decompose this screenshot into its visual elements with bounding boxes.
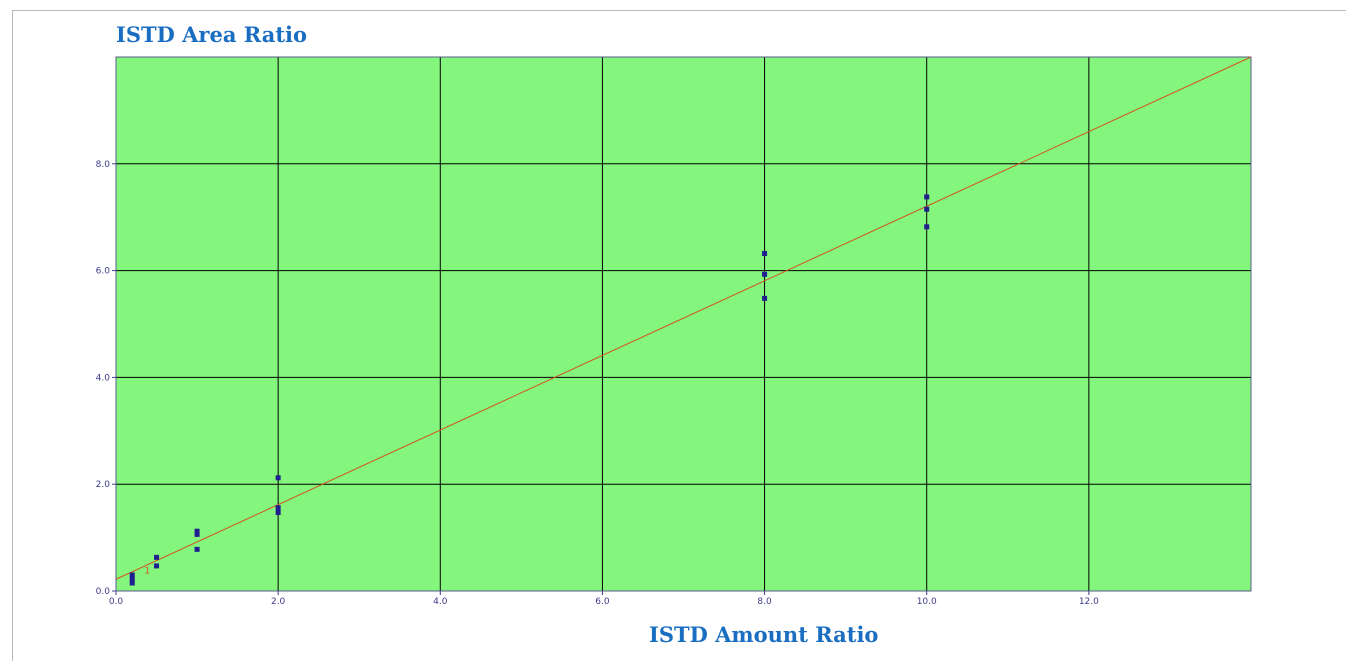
data-point <box>762 251 768 257</box>
y-axis-ticks: 0.0 2.0 4.0 6.0 8.0 <box>96 160 116 597</box>
x-axis-ticks: 0.0 2.0 4.0 6.0 8.0 10.0 12.0 <box>109 591 1099 607</box>
data-point <box>154 563 160 569</box>
data-point <box>924 224 930 230</box>
y-tick-label: 2.0 <box>96 480 111 490</box>
annotations: 1 <box>144 566 150 576</box>
data-point <box>194 528 200 534</box>
data-point <box>762 295 768 301</box>
x-tick-label: 12.0 <box>1079 597 1099 607</box>
data-point <box>924 206 930 212</box>
fit-line-group <box>115 56 1252 580</box>
fit-line <box>115 56 1252 580</box>
plot-area <box>116 57 1251 591</box>
data-point <box>924 194 930 200</box>
gridlines <box>115 56 1252 592</box>
x-tick-label: 4.0 <box>433 597 448 607</box>
y-axis-title: ISTD Area Ratio <box>116 22 307 47</box>
chart-frame <box>12 10 1346 661</box>
data-point <box>154 554 160 560</box>
data-point <box>194 531 200 537</box>
data-point <box>762 271 768 277</box>
x-tick-label: 10.0 <box>917 597 937 607</box>
data-point <box>129 572 135 578</box>
data-point <box>275 505 281 511</box>
y-tick-label: 4.0 <box>96 373 111 383</box>
plot-border <box>115 56 1252 592</box>
data-point <box>275 510 281 516</box>
data-point <box>129 576 135 582</box>
data-point <box>275 475 281 481</box>
x-tick-label: 6.0 <box>595 597 610 607</box>
y-tick-label: 8.0 <box>96 160 111 170</box>
y-tick-label: 6.0 <box>96 267 111 277</box>
x-tick-label: 0.0 <box>109 597 124 607</box>
y-tick-label: 0.0 <box>96 587 111 597</box>
data-point <box>194 546 200 552</box>
x-tick-label: 8.0 <box>757 597 772 607</box>
data-points <box>129 194 930 586</box>
data-point <box>129 580 135 586</box>
x-tick-label: 2.0 <box>271 597 286 607</box>
x-axis-title: ISTD Amount Ratio <box>649 622 879 647</box>
annotation-label: 1 <box>144 566 150 576</box>
